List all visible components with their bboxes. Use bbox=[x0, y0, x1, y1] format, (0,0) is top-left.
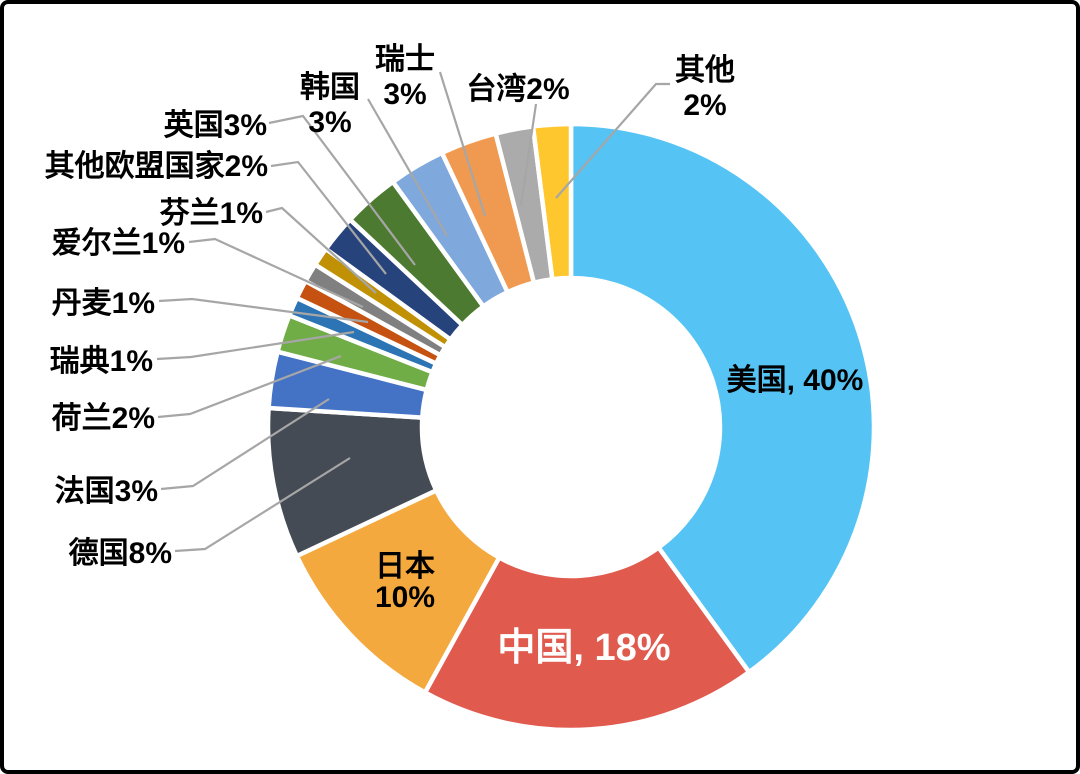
slice-label-other-line2: 2% bbox=[683, 89, 726, 122]
slices-group bbox=[265, 121, 877, 733]
slice-label-china: 中国, 18% bbox=[497, 627, 670, 669]
slice-other bbox=[530, 121, 574, 282]
leader-lines-group bbox=[156, 71, 670, 553]
leader-line-taiwan bbox=[519, 103, 538, 206]
leader-line-netherlands bbox=[157, 354, 342, 419]
slice-label-denmark: 丹麦1% bbox=[52, 287, 155, 320]
leader-line-south-korea bbox=[367, 98, 448, 237]
slice-label-other-eu: 其他欧盟国家2% bbox=[45, 150, 268, 183]
slice-label-south-korea-line2: 3% bbox=[308, 106, 351, 139]
slice-label-japan-line2: 10% bbox=[375, 581, 435, 614]
slice-label-switzerland-line1: 瑞士 bbox=[375, 43, 435, 76]
slice-label-south-korea-line1: 韩国 bbox=[300, 71, 360, 104]
slice-label-germany: 德国8% bbox=[69, 537, 172, 570]
slice-label-finland: 芬兰1% bbox=[160, 197, 263, 230]
leader-line-sweden bbox=[156, 330, 355, 361]
leader-line-ireland bbox=[188, 237, 364, 308]
leader-line-other bbox=[555, 82, 670, 199]
slice-japan bbox=[294, 488, 502, 695]
leader-line-switzerland bbox=[438, 71, 487, 217]
slice-label-other-line1: 其他 bbox=[675, 54, 735, 87]
slice-label-taiwan: 台湾2% bbox=[466, 72, 569, 106]
slice-label-usa: 美国, 40% bbox=[727, 363, 864, 397]
leader-line-denmark bbox=[158, 297, 369, 324]
leader-line-france bbox=[160, 398, 330, 491]
slice-label-sweden: 瑞典1% bbox=[50, 345, 153, 378]
slice-usa bbox=[568, 121, 877, 675]
leader-line-uk bbox=[268, 114, 416, 266]
slice-china bbox=[422, 545, 752, 733]
slice-germany bbox=[265, 405, 439, 559]
leader-line-germany bbox=[174, 457, 351, 553]
slice-label-france: 法国3% bbox=[55, 475, 158, 508]
slice-label-ireland: 爱尔兰1% bbox=[52, 227, 185, 260]
slice-label-uk: 英国3% bbox=[164, 109, 267, 142]
slice-label-switzerland-line2: 3% bbox=[383, 78, 426, 111]
leader-line-other-eu bbox=[270, 160, 387, 275]
slice-label-japan-line1: 日本 bbox=[375, 550, 435, 583]
leader-line-finland bbox=[265, 206, 377, 294]
slice-label-netherlands: 荷兰2% bbox=[52, 402, 155, 435]
